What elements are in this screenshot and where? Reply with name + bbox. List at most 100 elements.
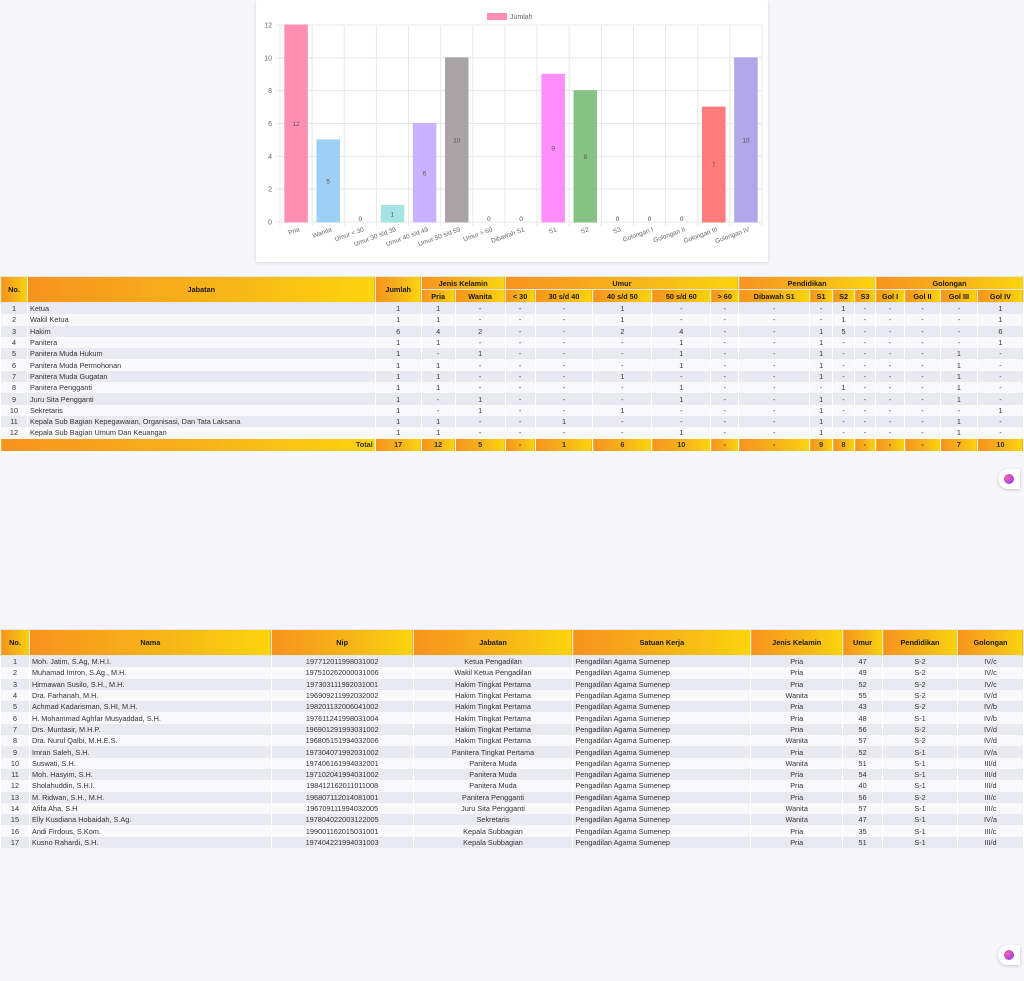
employee-cell: 197102041994031002 xyxy=(270,768,414,781)
employee-cell: Kusno Rahardi, S.H. xyxy=(28,836,272,849)
employee-cell: S-2 xyxy=(882,735,958,747)
employee-cell: III/c xyxy=(956,802,1024,815)
x-tick-label: Umur > 60 xyxy=(462,226,493,243)
table-cell: 1 xyxy=(939,359,978,371)
table-cell: - xyxy=(534,370,594,383)
total-cell: 12 xyxy=(420,438,456,451)
table-cell: - xyxy=(875,359,905,371)
table-cell: 1 xyxy=(374,427,422,439)
table-cell: - xyxy=(592,359,653,371)
total-cell: 5 xyxy=(454,438,506,451)
assistant-bubble-button[interactable] xyxy=(998,469,1020,489)
employee-cell: 57 xyxy=(842,735,884,747)
table-cell: - xyxy=(875,427,905,439)
table-cell: - xyxy=(875,325,905,337)
legend-swatch xyxy=(487,13,507,20)
table-cell: 1 xyxy=(651,382,712,394)
employee-cell: 10 xyxy=(0,757,30,769)
employee-cell: Pengadilan Agama Sumenep xyxy=(572,836,752,849)
employee-cell: Kepala Subbagian xyxy=(412,836,574,849)
employee-cell: S-1 xyxy=(882,836,958,849)
table-cell: - xyxy=(976,370,1024,383)
header-umur: Umur xyxy=(504,276,740,290)
bar xyxy=(734,57,758,223)
employee-row: 9 Imran Saleh, S.H. 197304071992031002 Pani… xyxy=(0,746,1024,758)
employee-cell: 35 xyxy=(842,825,884,837)
table-cell: - xyxy=(875,415,905,428)
table-cell: - xyxy=(854,404,877,416)
jabatan-cell: Kepala Sub Bagian Kepegawaian, Organisas… xyxy=(26,415,376,428)
table-cell: 3 xyxy=(0,325,28,337)
employee-cell: Pengadilan Agama Sumenep xyxy=(572,735,752,747)
table-cell: - xyxy=(534,302,594,315)
table-cell: - xyxy=(939,336,978,349)
employee-row: 4 Dra. Farhanah, M.H. 196909211992032002 Ha… xyxy=(0,689,1024,702)
table-cell: - xyxy=(854,393,877,405)
employee-cell: Moh. Jatim, S.Ag, M.H.I. xyxy=(28,655,272,668)
subheader-6: > 60 xyxy=(710,289,740,303)
table-cell: - xyxy=(738,427,811,439)
employee-cell: Wanita xyxy=(750,802,844,815)
employee-row: 11 Moh. Hasyim, S.H. 197102041994031002 Pan… xyxy=(0,768,1024,781)
table-cell: - xyxy=(854,302,877,315)
employee-cell: IV/a xyxy=(956,814,1024,826)
table-cell: - xyxy=(592,393,653,405)
table-cell: 10 xyxy=(0,404,28,416)
table-cell: - xyxy=(904,415,941,428)
subheader-8: S1 xyxy=(809,289,834,303)
table-cell: 1 xyxy=(809,336,834,349)
employee-cell: Hakim Tingkat Pertama xyxy=(412,723,574,736)
table-cell: - xyxy=(504,415,536,428)
header-jenis-kelamin: Jenis Kelamin xyxy=(420,276,506,290)
employee-cell: 7 xyxy=(0,723,30,736)
employee-cell: 196909211992032002 xyxy=(270,689,414,702)
employee-cell: Drs. Muntasir, M.H.P. xyxy=(28,723,272,736)
table-cell: 1 xyxy=(374,302,422,315)
employee-cell: 15 xyxy=(0,814,30,826)
table-cell: 1 xyxy=(0,302,28,315)
table-cell: 1 xyxy=(420,302,456,315)
table-cell: - xyxy=(904,314,941,326)
employee-cell: 4 xyxy=(0,689,30,702)
employee-row: 14 Afifa Aha, S.H 196709111994032005 Juru S… xyxy=(0,802,1024,815)
employee-cell: S-2 xyxy=(882,723,958,736)
employee-cell: 3 xyxy=(0,678,30,690)
total-cell: - xyxy=(738,438,811,451)
jabatan-cell: Panitera Muda Gugatan xyxy=(26,370,376,383)
table-cell: - xyxy=(875,404,905,416)
employee-cell: S-1 xyxy=(882,712,958,724)
x-tick-label: Golongan I xyxy=(622,226,654,244)
table-cell: - xyxy=(832,336,856,349)
employee-row: 12 Sholahuddin, S.H.I. 198412162011011008 P… xyxy=(0,780,1024,792)
table-cell: 1 xyxy=(374,314,422,326)
employee-cell: 197304071992031002 xyxy=(270,746,414,758)
table-cell: 1 xyxy=(939,370,978,383)
table-cell: - xyxy=(904,325,941,337)
table-cell: - xyxy=(875,302,905,315)
employee-cell: Hakim Tingkat Pertama xyxy=(412,712,574,724)
table-cell: 1 xyxy=(374,393,422,405)
employee-cell: 55 xyxy=(842,689,884,702)
employee-cell: IV/c xyxy=(956,678,1024,690)
assistant-bubble-button-bottom[interactable] xyxy=(998,945,1020,965)
employee-header-0: No. xyxy=(0,629,30,656)
x-tick-label: Wanita xyxy=(312,226,334,240)
table-cell: - xyxy=(832,415,856,428)
total-cell: - xyxy=(854,438,877,451)
table-cell: 1 xyxy=(809,427,834,439)
y-tick-label: 8 xyxy=(268,88,272,95)
jabatan-cell: Panitera Muda Permohonan xyxy=(26,359,376,371)
y-tick-label: 10 xyxy=(264,55,272,62)
employee-cell: S-1 xyxy=(882,746,958,758)
employee-row: 10 Suswati, S.H. 197406161994032001 Paniter… xyxy=(0,757,1024,769)
employee-cell: 197804022003122005 xyxy=(270,814,414,826)
x-tick-label: Golongan II xyxy=(652,226,686,244)
table-cell: - xyxy=(710,415,740,428)
employee-cell: IV/d xyxy=(956,735,1024,747)
employee-cell: 199001162015031001 xyxy=(270,825,414,837)
bar-value-label: 5 xyxy=(326,178,330,185)
subheader-14: Gol IV xyxy=(976,289,1024,303)
table-cell: 1 xyxy=(809,348,834,360)
table-cell: 1 xyxy=(374,404,422,416)
employee-cell: M. Ridwan, S.H., M.H. xyxy=(28,791,272,803)
